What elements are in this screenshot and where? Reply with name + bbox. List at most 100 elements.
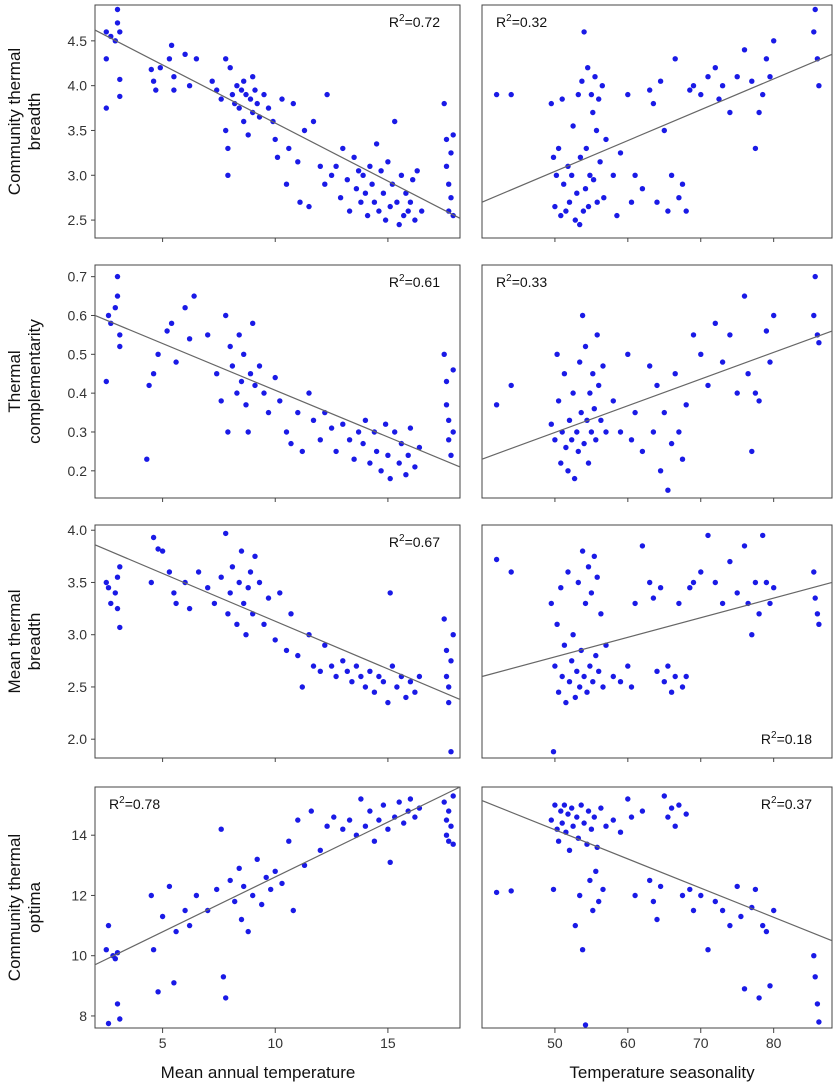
- data-point: [265, 409, 272, 416]
- data-point: [574, 429, 580, 435]
- data-point: [814, 1001, 821, 1007]
- data-point: [572, 694, 578, 701]
- data-point: [412, 464, 418, 470]
- data-point: [749, 78, 755, 84]
- data-point: [396, 799, 402, 805]
- data-point: [344, 668, 350, 674]
- data-point: [324, 91, 330, 98]
- data-point: [225, 611, 231, 617]
- data-point: [182, 51, 188, 57]
- data-point: [245, 132, 251, 138]
- data-point: [617, 150, 624, 156]
- data-point: [382, 217, 389, 223]
- data-point: [582, 186, 589, 192]
- data-point: [639, 448, 646, 455]
- data-point: [559, 673, 565, 680]
- regression-line: [481, 799, 833, 942]
- data-point: [353, 186, 360, 192]
- data-point: [668, 689, 675, 695]
- data-point: [117, 564, 123, 570]
- r-squared-base: R: [389, 14, 399, 30]
- y-tick-label: 0.7: [68, 269, 88, 285]
- data-point: [625, 796, 631, 802]
- data-point: [812, 595, 818, 601]
- data-point: [752, 145, 759, 152]
- data-point: [584, 689, 590, 695]
- data-point: [676, 802, 682, 808]
- data-point: [112, 305, 119, 311]
- data-point: [238, 548, 245, 554]
- data-point: [333, 448, 339, 455]
- data-point: [265, 595, 272, 601]
- data-point: [310, 417, 317, 423]
- data-point: [603, 136, 609, 143]
- data-point: [628, 437, 635, 443]
- data-point: [443, 402, 450, 408]
- plot-frame: [94, 524, 461, 759]
- x-axis-label-right: Temperature seasonality: [569, 1063, 755, 1082]
- y-axis-label: Mean thermalbreadth: [5, 590, 44, 694]
- data-point: [578, 802, 584, 808]
- data-point: [579, 312, 586, 319]
- data-point: [376, 208, 382, 214]
- data-point: [590, 907, 596, 914]
- data-point: [719, 83, 726, 89]
- data-point: [367, 163, 373, 169]
- data-point: [148, 66, 154, 73]
- data-point: [672, 673, 678, 680]
- data-point: [625, 91, 631, 98]
- data-point: [676, 195, 682, 201]
- data-point: [234, 83, 240, 89]
- data-point: [577, 684, 583, 690]
- data-point: [171, 74, 177, 80]
- data-point: [811, 29, 817, 35]
- data-point: [719, 600, 726, 607]
- data-point: [812, 974, 818, 980]
- data-point: [661, 679, 667, 685]
- data-point: [672, 371, 678, 377]
- data-point: [259, 901, 265, 908]
- data-point: [387, 203, 393, 210]
- data-point: [331, 814, 337, 820]
- data-point: [590, 109, 596, 116]
- data-point: [220, 974, 227, 980]
- data-point: [579, 78, 585, 84]
- data-point: [367, 808, 373, 814]
- data-point: [679, 684, 686, 690]
- data-point: [574, 814, 580, 820]
- data-point: [593, 652, 599, 659]
- data-point: [245, 928, 251, 935]
- data-point: [290, 907, 296, 914]
- data-point: [412, 814, 418, 820]
- data-point: [306, 203, 312, 210]
- data-point: [683, 402, 689, 408]
- data-point: [396, 221, 402, 228]
- data-point: [771, 38, 777, 44]
- data-point: [103, 29, 110, 35]
- data-point: [173, 928, 179, 935]
- data-point: [657, 468, 664, 474]
- data-point: [565, 468, 571, 474]
- data-point: [261, 621, 267, 627]
- data-point: [597, 159, 603, 165]
- data-point: [570, 390, 576, 396]
- data-point: [558, 808, 564, 814]
- data-point: [214, 371, 220, 377]
- data-point: [443, 163, 450, 169]
- data-point: [760, 922, 766, 929]
- y-tick-label: 0.2: [68, 463, 88, 479]
- data-point: [679, 892, 686, 899]
- r-squared-value: =0.18: [777, 731, 813, 747]
- data-point: [416, 444, 423, 451]
- data-point: [577, 154, 584, 160]
- data-point: [443, 378, 450, 385]
- data-point: [650, 100, 657, 107]
- data-point: [508, 569, 514, 575]
- data-point: [596, 382, 602, 389]
- data-point: [378, 468, 384, 474]
- y-tick-label: 4.0: [68, 522, 88, 538]
- data-point: [252, 382, 258, 389]
- data-point: [756, 398, 762, 404]
- data-point: [403, 694, 409, 701]
- data-point: [385, 699, 391, 706]
